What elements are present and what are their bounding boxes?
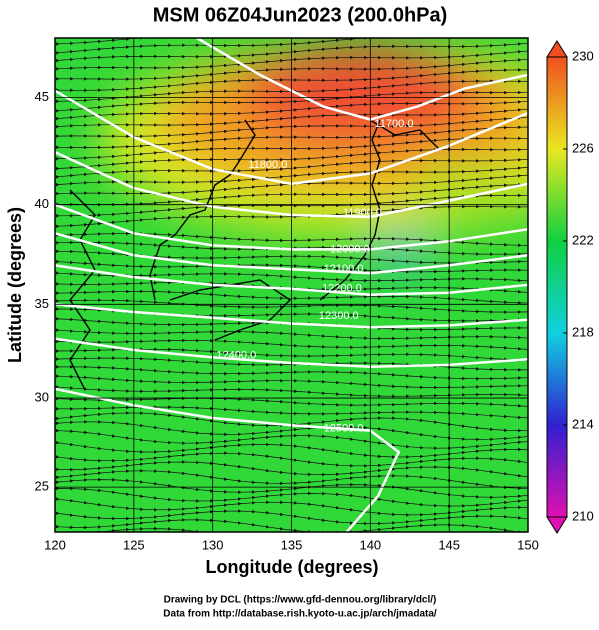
contour-label: 12300.0 [319, 310, 359, 322]
colorbar-tick-label: 230 [572, 48, 594, 63]
streamline [55, 396, 528, 408]
field: 11700.0 11800.0 11900.0 12000.0 12100.0 12200… [55, 38, 528, 532]
y-tick-label: 40 [35, 196, 49, 211]
colorbar: 210 214 218 222 226 230 [546, 40, 594, 534]
colorbar-tick-label: 218 [572, 324, 594, 339]
contour-label: 12100.0 [324, 263, 364, 275]
streamline [55, 328, 528, 341]
title: MSM 06Z04Jun2023 (200.0hPa) [153, 4, 448, 26]
contour-label: 12000.0 [330, 243, 370, 255]
colorbar-tick-label: 226 [572, 140, 594, 155]
streamline [55, 338, 528, 351]
coastline [69, 119, 441, 391]
colorbar-fill [546, 56, 568, 518]
streamlines [55, 38, 528, 532]
y-tick-label: 45 [35, 89, 49, 104]
x-tick-label: 150 [517, 537, 539, 552]
contour-line [55, 387, 401, 532]
x-axis-label: Longitude (degrees) [205, 557, 378, 577]
y-tick-label: 25 [35, 479, 49, 494]
contour-label: 11900.0 [343, 207, 382, 219]
x-tick-label: 130 [202, 537, 224, 552]
footer-line: Data from http://database.rish.kyoto-u.a… [163, 609, 437, 620]
axes: 120 125 130 135 140 145 150 25 30 35 40 45 [35, 38, 539, 552]
streamline [55, 385, 528, 399]
contour-label: 11700.0 [375, 118, 414, 130]
colorbar-extend-top [546, 40, 568, 58]
streamline [55, 526, 522, 532]
streamline [55, 204, 528, 229]
x-tick-label: 140 [359, 537, 381, 552]
contour-label: 12200.0 [322, 283, 362, 295]
x-tick-label: 145 [438, 537, 460, 552]
contour-label: 11800.0 [248, 159, 287, 171]
y-tick-label: 30 [35, 389, 49, 404]
y-axis-label: Latitude (degrees) [5, 207, 25, 363]
x-tick-label: 135 [281, 537, 303, 552]
colorbar-extend-bottom [546, 516, 568, 534]
footer-line: Drawing by DCL (https://www.gfd-dennou.o… [164, 595, 437, 606]
contour-label: 12400.0 [216, 349, 256, 361]
x-tick-label: 120 [44, 537, 66, 552]
streamline [55, 259, 528, 274]
x-tick-label: 125 [123, 537, 145, 552]
colorbar-tick-label: 214 [572, 416, 594, 431]
contour-label: 12500.0 [324, 423, 364, 435]
y-tick-label: 35 [35, 296, 49, 311]
colorbar-tick-label: 210 [572, 508, 594, 523]
colorbar-tick-label: 222 [572, 232, 594, 247]
